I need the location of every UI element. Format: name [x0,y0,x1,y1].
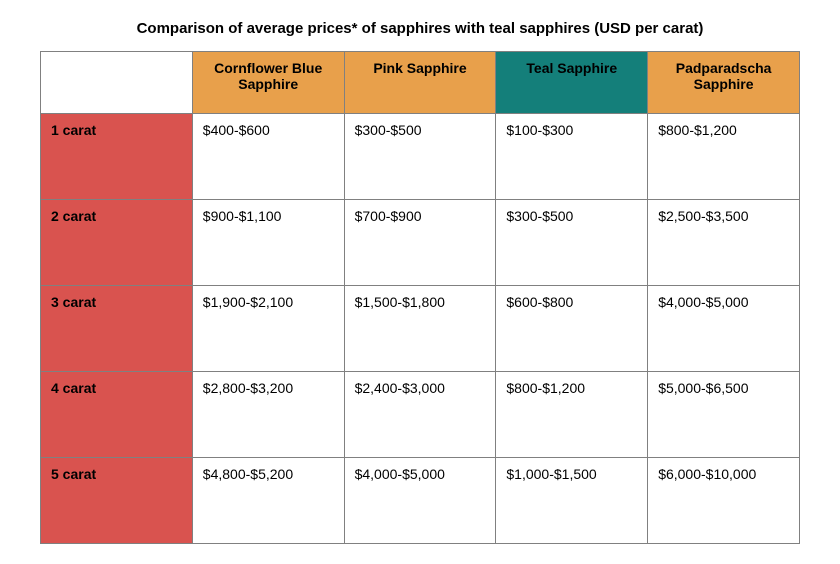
cell-4carat-cornflower: $2,800-$3,200 [192,372,344,458]
cell-2carat-padparadscha: $2,500-$3,500 [648,200,800,286]
cell-5carat-teal: $1,000-$1,500 [496,458,648,544]
cell-3carat-pink: $1,500-$1,800 [344,286,496,372]
price-comparison-table: Cornflower Blue Sapphire Pink Sapphire T… [40,51,800,544]
table-row: 5 carat $4,800-$5,200 $4,000-$5,000 $1,0… [41,458,800,544]
col-header-teal: Teal Sapphire [496,52,648,114]
cell-5carat-pink: $4,000-$5,000 [344,458,496,544]
row-header-2carat: 2 carat [41,200,193,286]
cell-2carat-teal: $300-$500 [496,200,648,286]
cell-5carat-padparadscha: $6,000-$10,000 [648,458,800,544]
table-row: 4 carat $2,800-$3,200 $2,400-$3,000 $800… [41,372,800,458]
table-row: 1 carat $400-$600 $300-$500 $100-$300 $8… [41,114,800,200]
cell-2carat-pink: $700-$900 [344,200,496,286]
cell-1carat-teal: $100-$300 [496,114,648,200]
col-header-cornflower: Cornflower Blue Sapphire [192,52,344,114]
table-row: 3 carat $1,900-$2,100 $1,500-$1,800 $600… [41,286,800,372]
row-header-3carat: 3 carat [41,286,193,372]
col-header-padparadscha: Padparadscha Sapphire [648,52,800,114]
col-header-pink: Pink Sapphire [344,52,496,114]
header-row: Cornflower Blue Sapphire Pink Sapphire T… [41,52,800,114]
row-header-4carat: 4 carat [41,372,193,458]
table-title: Comparison of average prices* of sapphir… [40,20,800,37]
cell-3carat-cornflower: $1,900-$2,100 [192,286,344,372]
cell-4carat-teal: $800-$1,200 [496,372,648,458]
cell-2carat-cornflower: $900-$1,100 [192,200,344,286]
corner-cell [41,52,193,114]
cell-1carat-pink: $300-$500 [344,114,496,200]
cell-3carat-padparadscha: $4,000-$5,000 [648,286,800,372]
table-row: 2 carat $900-$1,100 $700-$900 $300-$500 … [41,200,800,286]
cell-1carat-padparadscha: $800-$1,200 [648,114,800,200]
row-header-5carat: 5 carat [41,458,193,544]
cell-4carat-pink: $2,400-$3,000 [344,372,496,458]
cell-3carat-teal: $600-$800 [496,286,648,372]
cell-1carat-cornflower: $400-$600 [192,114,344,200]
cell-5carat-cornflower: $4,800-$5,200 [192,458,344,544]
cell-4carat-padparadscha: $5,000-$6,500 [648,372,800,458]
row-header-1carat: 1 carat [41,114,193,200]
